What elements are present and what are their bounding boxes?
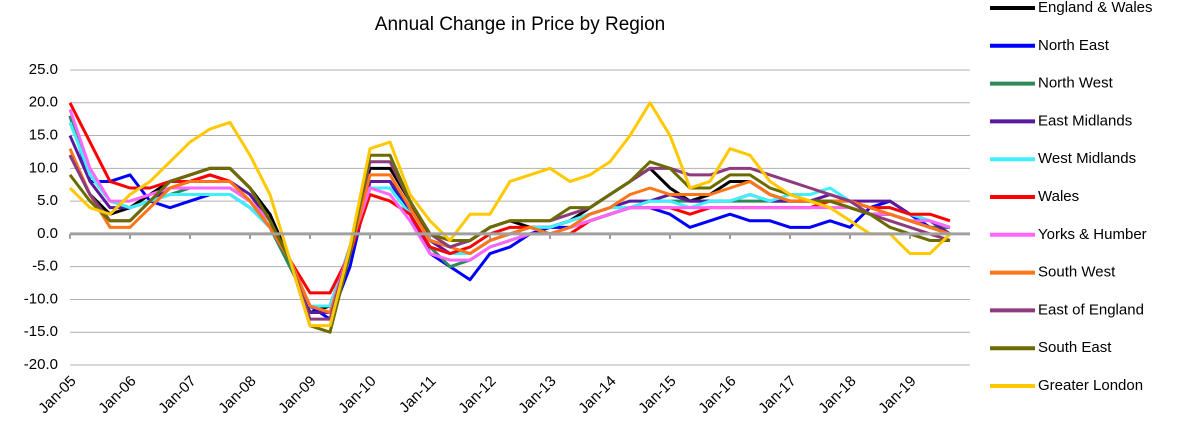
legend-label: Wales bbox=[1038, 188, 1079, 205]
legend-label: West Midlands bbox=[1038, 150, 1136, 167]
legend-label: East Midlands bbox=[1038, 112, 1132, 129]
legend-label: East of England bbox=[1038, 301, 1144, 318]
legend-label: England & Wales bbox=[1038, 0, 1153, 16]
y-tick-label: 0.0 bbox=[37, 225, 58, 242]
y-tick-label: 10.0 bbox=[29, 159, 58, 176]
x-tick-label: Jan-19 bbox=[875, 373, 919, 417]
y-tick-label: -20.0 bbox=[24, 356, 58, 373]
x-tick-label: Jan-16 bbox=[695, 373, 739, 417]
x-tick-label: Jan-13 bbox=[515, 373, 559, 417]
series-line bbox=[68, 148, 951, 315]
x-tick-label: Jan-17 bbox=[755, 373, 799, 417]
series-line bbox=[68, 108, 951, 315]
series-line bbox=[68, 115, 950, 321]
x-tick-label: Jan-06 bbox=[95, 373, 139, 417]
x-tick-label: Jan-12 bbox=[455, 373, 499, 417]
x-tick-label: Jan-11 bbox=[396, 373, 440, 417]
x-tick-label: Jan-09 bbox=[275, 373, 319, 417]
legend-label: Yorks & Humber bbox=[1038, 226, 1147, 243]
y-tick-label: 25.0 bbox=[29, 61, 58, 78]
x-tick-label: Jan-08 bbox=[215, 373, 259, 417]
series-line bbox=[68, 154, 951, 321]
y-tick-label: -15.0 bbox=[24, 323, 58, 340]
series-line bbox=[68, 115, 950, 315]
chart-title: Annual Change in Price by Region bbox=[375, 14, 665, 35]
x-tick-label: Jan-15 bbox=[635, 373, 679, 417]
y-tick-label: 5.0 bbox=[37, 192, 58, 209]
legend-label: South East bbox=[1038, 339, 1112, 356]
y-tick-label: 20.0 bbox=[29, 94, 58, 111]
x-tick-label: Jan-07 bbox=[155, 373, 199, 417]
series-line bbox=[68, 121, 951, 308]
legend-label: North East bbox=[1038, 37, 1110, 54]
x-tick-label: Jan-05 bbox=[35, 373, 79, 417]
legend-label: South West bbox=[1038, 264, 1116, 281]
x-tick-label: Jan-14 bbox=[575, 373, 619, 417]
y-tick-label: -5.0 bbox=[32, 258, 58, 275]
x-tick-label: Jan-10 bbox=[335, 373, 379, 417]
x-tick-label: Jan-18 bbox=[815, 373, 859, 417]
y-tick-label: -10.0 bbox=[24, 290, 58, 307]
legend-label: North West bbox=[1038, 75, 1114, 92]
series-line bbox=[68, 101, 952, 328]
y-tick-label: 15.0 bbox=[29, 127, 58, 144]
legend-label: Greater London bbox=[1038, 377, 1143, 394]
